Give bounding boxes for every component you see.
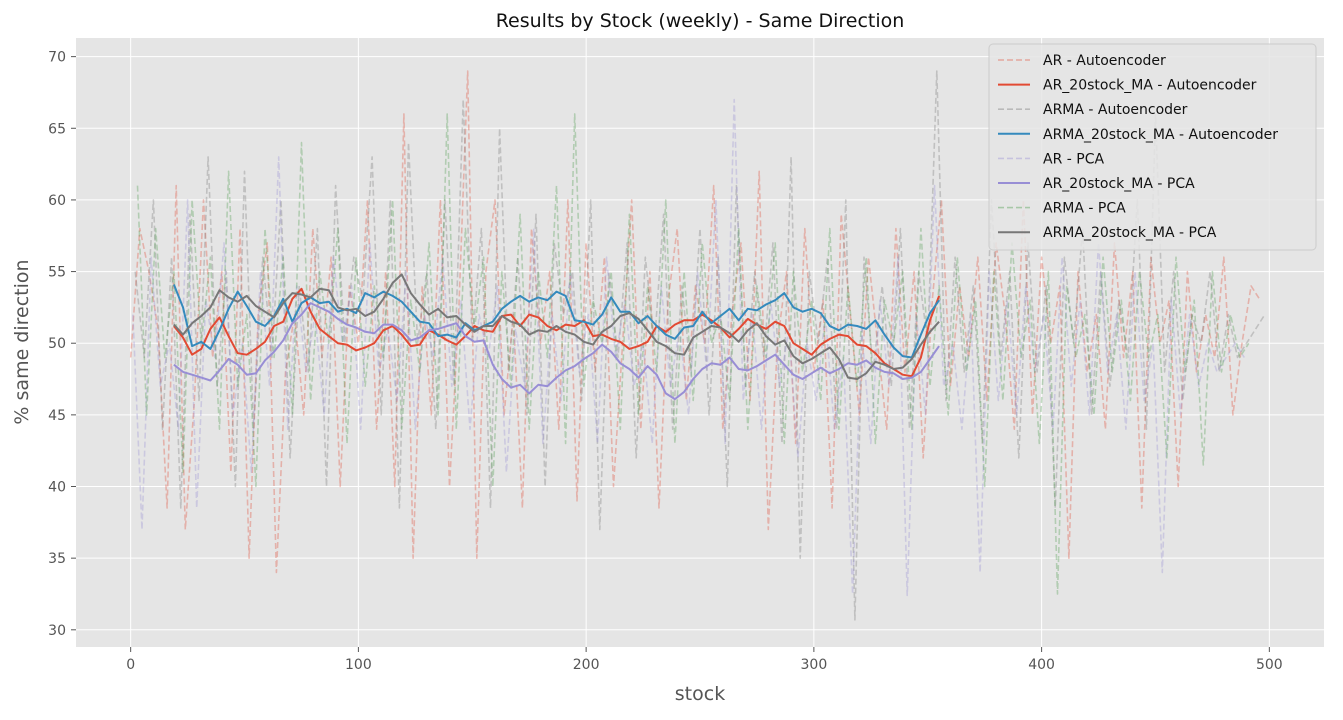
x-tick-label: 0 (126, 657, 135, 673)
y-tick-label: 70 (48, 50, 66, 66)
series-line-3 (134, 70, 1266, 621)
x-tick-label: 300 (801, 657, 828, 673)
y-tick-label: 45 (48, 408, 66, 424)
y-tick-label: 65 (48, 121, 66, 137)
x-tick-label: 200 (573, 657, 600, 673)
series-line-8 (173, 273, 940, 380)
grid (76, 38, 1324, 647)
legend-entry-7: ARMA - PCA (1043, 201, 1126, 217)
y-tick-label: 40 (48, 480, 66, 496)
ticks: 0 100 200 300 400 500 30 35 40 45 50 55 60 65 70 (48, 50, 1283, 673)
legend-entry-2: AR_20stock_MA - Autoencoder (1043, 78, 1257, 94)
y-tick-label: 60 (48, 193, 66, 209)
y-tick-label: 30 (48, 623, 66, 639)
x-tick-label: 100 (345, 657, 372, 673)
x-tick-label: 400 (1028, 657, 1055, 673)
series-line-7 (136, 113, 1250, 595)
legend: AR - Autoencoder AR_20stock_MA - Autoenco… (988, 43, 1317, 251)
legend-entry-5: AR - PCA (1043, 151, 1104, 167)
series-layer (129, 70, 1266, 621)
chart-title: Results by Stock (weekly) - Same Directi… (496, 10, 905, 32)
y-tick-label: 35 (48, 551, 66, 567)
y-axis-label: % same direction (11, 259, 33, 424)
legend-entry-1: AR - Autoencoder (1043, 53, 1166, 69)
series-line-2 (173, 287, 941, 378)
legend-entry-4: ARMA_20stock_MA - Autoencoder (1043, 127, 1278, 143)
x-tick-label: 500 (1256, 657, 1283, 673)
legend-entry-3: ARMA - Autoencoder (1043, 102, 1188, 118)
series-line-6 (173, 302, 940, 401)
legend-entry-6: AR_20stock_MA - PCA (1043, 176, 1195, 192)
legend-box (988, 43, 1317, 251)
series-line-1 (129, 70, 1261, 574)
series-line-4 (172, 284, 940, 359)
y-tick-label: 50 (48, 336, 66, 352)
x-axis-label: stock (675, 683, 725, 705)
series-line-5 (132, 98, 1245, 597)
legend-entry-8: ARMA_20stock_MA - PCA (1043, 225, 1217, 241)
y-tick-label: 55 (48, 265, 66, 281)
